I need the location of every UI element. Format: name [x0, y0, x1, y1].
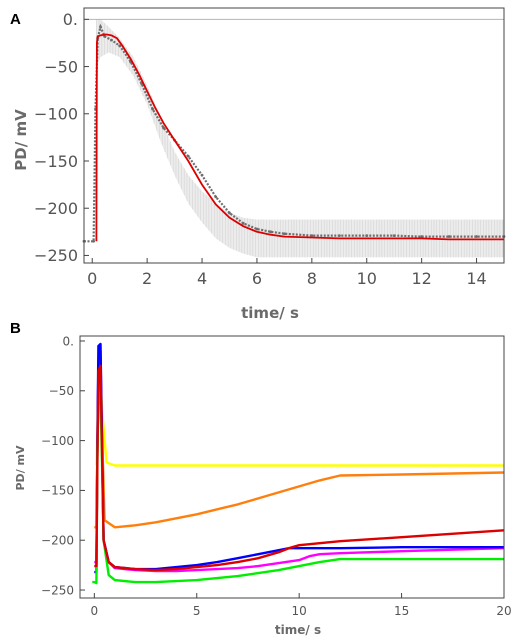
data-point [118, 44, 122, 48]
y-tick-label: 0. [63, 10, 78, 29]
x-tick-label: 20 [496, 604, 511, 618]
x-tick-label: 8 [307, 269, 317, 288]
data-point [241, 221, 245, 225]
y-tick-label: −250 [34, 246, 78, 265]
y-tick-label: −100 [41, 434, 74, 448]
panel-a-chart: 0 2 4 6 8 10 12 14 0. −50 −100 −150 −200 −250 time/ s… [12, 7, 506, 322]
series-layer [82, 23, 506, 243]
data-point [99, 25, 102, 29]
y-axis-label: PD/ mV [12, 109, 30, 171]
panel-b-chart: 0 5 10 15 20 0. −50 −100 −150 −200 −250 time/ s PD… [14, 334, 512, 637]
panel-letter-b: B [10, 320, 21, 337]
x-tick-label: 2 [142, 269, 152, 288]
y-tick-label: −50 [44, 57, 78, 76]
error-band-fill [96, 19, 505, 258]
x-tick-label: 0 [87, 269, 97, 288]
error-band [96, 19, 505, 258]
plot-frame [83, 7, 505, 264]
data-point [447, 235, 451, 238]
x-tick-label: 6 [252, 269, 262, 288]
y-tick-label: −150 [34, 152, 78, 171]
series-line-1 [94, 379, 505, 529]
series-line-5 [94, 364, 505, 572]
data-point [420, 235, 424, 238]
y-tick-label: −250 [41, 583, 74, 597]
plot-frame-border [83, 7, 505, 264]
data-point [269, 230, 273, 234]
data-point [151, 107, 155, 111]
series-line-0 [95, 379, 504, 467]
y-tick-label: −200 [41, 534, 74, 548]
model-line [95, 33, 504, 242]
data-point [110, 38, 113, 42]
y-tick-label: −100 [34, 105, 78, 124]
data-point [162, 126, 166, 130]
series-layer [92, 342, 505, 585]
y-tick-label: −150 [41, 484, 74, 498]
x-tick-label: 0 [91, 604, 99, 618]
data-point [186, 154, 190, 158]
data-point [310, 234, 314, 238]
x-tick-label: 10 [357, 269, 377, 288]
data-point [282, 232, 286, 236]
x-axis-label: time/ s [241, 304, 299, 322]
plot-frame [79, 335, 505, 599]
data-point [200, 173, 204, 177]
data-point [92, 239, 96, 243]
data-point [337, 234, 341, 238]
x-tick-label: 10 [292, 604, 307, 618]
data-point [392, 234, 396, 238]
panel-letter-a: A [10, 11, 21, 28]
x-tick-label: 12 [411, 269, 431, 288]
x-tick-label: 15 [394, 604, 409, 618]
data-point [365, 234, 369, 238]
x-tick-label: 4 [197, 269, 207, 288]
series-line-3 [94, 342, 504, 574]
y-tick-label: 0. [63, 334, 74, 348]
data-point [214, 195, 218, 199]
data-point [255, 227, 259, 231]
data-point [228, 211, 231, 215]
plot-frame-border [79, 335, 505, 599]
tick-layer: 0 5 10 15 20 0. −50 −100 −150 −200 −250 [41, 334, 512, 618]
y-axis-label: PD/ mV [14, 445, 27, 491]
data-mean-line [84, 23, 504, 243]
x-tick-label: 14 [466, 269, 486, 288]
series-line-2 [94, 349, 505, 573]
x-axis-label: time/ s [275, 623, 321, 637]
y-tick-label: −200 [34, 199, 78, 218]
tick-layer: 0 2 4 6 8 10 12 14 0. −50 −100 −150 −200 −250 [34, 10, 487, 288]
data-point [475, 235, 478, 238]
y-tick-label: −50 [49, 384, 74, 398]
x-tick-label: 5 [193, 604, 201, 618]
